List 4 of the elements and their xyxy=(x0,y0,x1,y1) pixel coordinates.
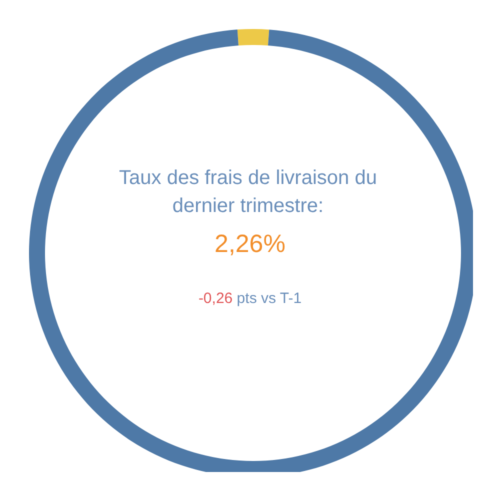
text: Taux des frais de livraison du dernier trimestre: xyxy=(118,166,378,219)
donut-slice xyxy=(237,29,270,46)
text: -0,26 pts vs T-1 xyxy=(197,290,303,307)
text: 2,26% xyxy=(214,230,286,259)
